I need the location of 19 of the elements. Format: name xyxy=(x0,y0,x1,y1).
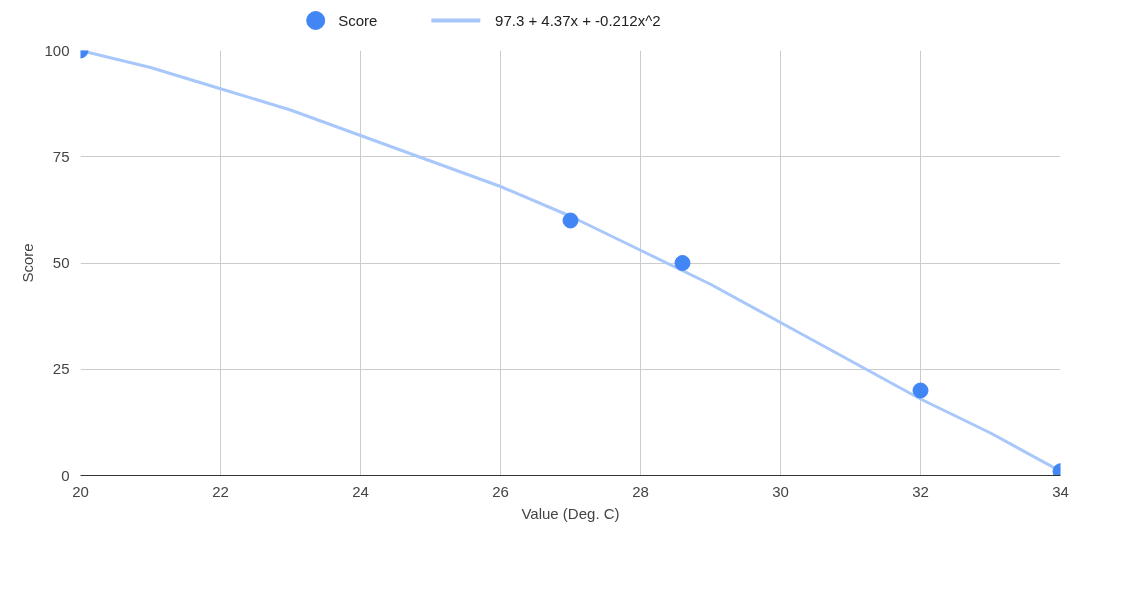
y-tick-label: 75 xyxy=(52,147,70,165)
point xyxy=(674,255,691,271)
x-axis-title: Value (Deg. C) xyxy=(521,504,620,522)
legend-label: 97.3 + 4.37x + -0.212x^2 xyxy=(495,12,661,29)
x-tick-label: 24 xyxy=(352,482,369,500)
y-tick-label: 100 xyxy=(44,41,70,59)
x-tick-label: 32 xyxy=(912,482,929,500)
x-tick-label: 20 xyxy=(72,482,89,500)
x-tick-label: 22 xyxy=(212,482,229,500)
y-axis-title: Score xyxy=(19,243,37,283)
y-tick-label: 25 xyxy=(52,360,70,378)
y-tick-label: 50 xyxy=(52,254,70,271)
x-tick-label: 28 xyxy=(632,482,649,500)
x-tick-label: 26 xyxy=(492,482,509,500)
y-tick-label: 0 xyxy=(61,466,70,484)
x-tick-label: 34 xyxy=(1052,482,1069,500)
x-tick-label: 30 xyxy=(772,482,789,500)
point xyxy=(562,212,579,229)
legend-label: Score xyxy=(338,12,378,29)
